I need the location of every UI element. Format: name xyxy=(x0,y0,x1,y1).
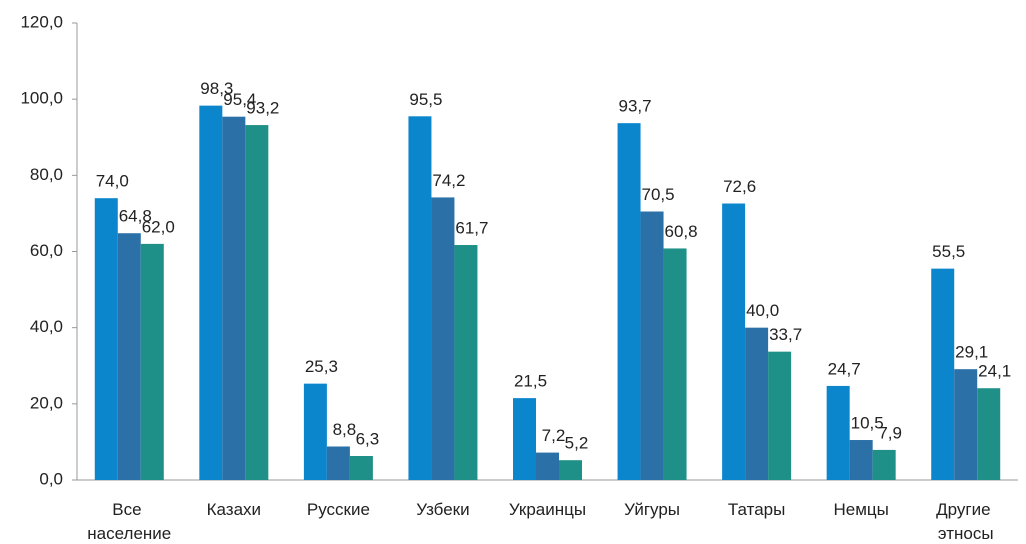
bar xyxy=(349,456,373,480)
bar xyxy=(872,449,896,480)
data-label: 95,5 xyxy=(409,90,442,109)
x-tick-label: Татары xyxy=(728,500,785,519)
bar xyxy=(303,383,327,480)
bar xyxy=(454,245,478,480)
data-label: 60,8 xyxy=(665,222,698,241)
data-label: 74,2 xyxy=(432,171,465,190)
data-label: 95,4 xyxy=(223,90,256,109)
y-tick-label: 0,0 xyxy=(39,469,63,488)
bar xyxy=(768,351,792,480)
data-label: 24,1 xyxy=(978,362,1011,381)
data-label: 25,3 xyxy=(305,357,338,376)
bar xyxy=(117,233,141,480)
y-tick-label: 20,0 xyxy=(30,393,63,412)
bar xyxy=(617,123,641,480)
bar xyxy=(222,116,246,480)
data-label: 55,5 xyxy=(932,242,965,261)
data-label: 64,8 xyxy=(119,207,152,226)
data-label: 7,9 xyxy=(878,423,902,442)
bar xyxy=(199,105,223,480)
bar xyxy=(94,198,118,480)
x-tick-label: Другие этносы xyxy=(936,500,995,543)
x-tick-label: Узбеки xyxy=(416,500,469,519)
bar xyxy=(745,327,769,480)
y-tick-label: 60,0 xyxy=(30,241,63,260)
data-label: 62,0 xyxy=(142,217,175,236)
data-label: 74,0 xyxy=(96,172,129,191)
data-label: 40,0 xyxy=(746,301,779,320)
bar xyxy=(722,203,746,480)
x-tick-label: Украинцы xyxy=(509,500,586,519)
data-label: 61,7 xyxy=(455,219,488,238)
data-label: 93,2 xyxy=(246,99,279,118)
bar xyxy=(559,460,582,480)
bar xyxy=(140,243,164,480)
bar xyxy=(977,388,1001,480)
x-tick-label: Уйгуры xyxy=(624,500,680,519)
y-tick-label: 100,0 xyxy=(20,89,63,108)
data-label: 93,7 xyxy=(619,97,652,116)
x-tick-label: Русские xyxy=(307,500,370,519)
data-label: 24,7 xyxy=(828,359,861,378)
bar xyxy=(408,116,432,480)
bar xyxy=(826,385,850,480)
data-label: 8,8 xyxy=(333,420,357,439)
bar xyxy=(245,125,269,481)
y-tick-label: 120,0 xyxy=(20,12,63,31)
bar xyxy=(536,452,559,480)
data-label: 10,5 xyxy=(851,413,884,432)
data-label: 72,6 xyxy=(723,177,756,196)
bar xyxy=(326,446,350,480)
data-label: 33,7 xyxy=(769,325,802,344)
data-label: 29,1 xyxy=(955,343,988,362)
bar xyxy=(849,440,873,480)
data-label: 7,2 xyxy=(542,426,566,445)
data-label: 70,5 xyxy=(642,185,675,204)
x-tick-label: Казахи xyxy=(207,500,261,519)
bar xyxy=(513,398,536,480)
y-tick-label: 80,0 xyxy=(30,165,63,184)
bar xyxy=(640,211,664,480)
y-tick-label: 40,0 xyxy=(30,317,63,336)
data-label: 6,3 xyxy=(356,429,380,448)
bar xyxy=(931,268,955,480)
data-label: 21,5 xyxy=(514,372,547,391)
bar xyxy=(663,248,687,480)
bar xyxy=(954,369,978,480)
data-label: 98,3 xyxy=(200,79,233,98)
bar xyxy=(431,197,455,480)
data-label: 5,2 xyxy=(565,434,589,453)
x-tick-label: Немцы xyxy=(833,500,888,519)
x-tick-label: Все население xyxy=(87,500,171,543)
